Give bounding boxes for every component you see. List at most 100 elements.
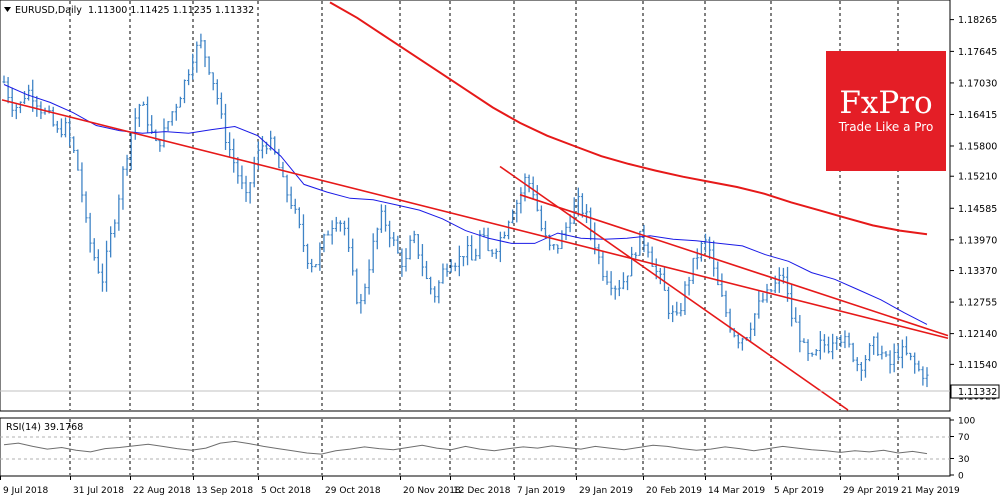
price-bar [445, 263, 449, 277]
moving-average-fast-line [3, 84, 928, 325]
price-bar [736, 332, 740, 349]
price-bar [605, 270, 609, 285]
price-bar [55, 120, 59, 133]
price-bar [896, 344, 900, 361]
price-tick-label: 1.17645 [958, 47, 997, 58]
price-bar [802, 338, 806, 344]
price-bar [539, 205, 543, 232]
date-tick-label: 29 Oct 2018 [325, 486, 381, 496]
price-bar [109, 226, 113, 258]
date-tick-label: 12 Dec 2018 [453, 486, 511, 496]
date-tick-label: 5 Oct 2018 [261, 486, 311, 496]
price-bar [219, 92, 224, 119]
price-bar [482, 227, 486, 238]
price-bar [904, 336, 909, 356]
price-bar [187, 69, 191, 86]
price-bar [117, 194, 121, 231]
price-bar [453, 262, 457, 272]
price-bar [785, 266, 790, 302]
price-bar [502, 231, 507, 239]
price-bar [609, 271, 613, 296]
price-bar [490, 249, 494, 257]
price-bar [810, 352, 814, 357]
price-bar [408, 235, 412, 260]
rsi-tick-label: 30 [958, 455, 970, 465]
price-bar [695, 248, 699, 270]
price-bar [6, 77, 10, 104]
price-bar [826, 336, 831, 354]
price-tick-label: 1.13370 [958, 266, 997, 277]
price-bar [412, 230, 416, 244]
price-bar [572, 197, 576, 225]
price-bar [535, 185, 539, 212]
price-bar [404, 248, 408, 272]
price-bar [424, 260, 429, 280]
date-tick-label: 20 Nov 2018 [403, 486, 461, 496]
price-bar [683, 281, 687, 315]
rsi-header: RSI(14) 39.1768 [6, 422, 83, 433]
price-bar [707, 236, 712, 260]
price-bar [470, 235, 474, 261]
price-bar [63, 117, 68, 138]
price-bar [351, 238, 355, 276]
price-bar [195, 41, 199, 73]
price-bar [543, 220, 548, 239]
price-bar [769, 289, 773, 293]
price-bar [527, 174, 531, 193]
price-bar [847, 332, 851, 348]
price-bar [392, 232, 396, 247]
price-bar [326, 230, 330, 236]
price-bar [880, 345, 884, 360]
price-bar [851, 342, 855, 363]
price-bar [137, 103, 141, 127]
price-bar [318, 242, 322, 271]
fxpro-logo-tagline: Trade Like a Pro [838, 120, 934, 134]
price-bar [630, 246, 634, 277]
date-tick-label: 21 May 2019 [901, 486, 960, 496]
price-bar [506, 220, 511, 240]
price-bar [625, 275, 630, 291]
price-bar [720, 273, 724, 297]
date-tick-label: 7 Jan 2019 [517, 486, 565, 496]
price-bar [207, 56, 211, 75]
price-bar [236, 157, 240, 184]
rsi-panel [0, 417, 951, 477]
price-bar [498, 231, 502, 263]
price-bar [892, 343, 896, 373]
symbol-label: EURUSD,Daily [15, 5, 82, 16]
price-bar [613, 285, 617, 300]
price-bar [441, 263, 445, 284]
price-bar [790, 283, 794, 327]
price-bar [437, 280, 441, 304]
price-bar [383, 204, 388, 232]
price-tick-label: 1.15210 [958, 172, 997, 183]
price-bar [515, 199, 519, 223]
price-bar [367, 259, 371, 295]
price-bar [104, 240, 109, 292]
price-panel [0, 0, 951, 412]
price-bar [831, 333, 835, 360]
price-bar [162, 118, 166, 148]
price-bar [474, 248, 478, 261]
price-bar [921, 366, 925, 386]
price-bar [363, 283, 367, 305]
price-bar [757, 290, 761, 319]
price-bar [158, 140, 162, 152]
price-bar [305, 243, 310, 269]
price-bar [429, 276, 433, 295]
price-bar [199, 33, 203, 49]
collapse-triangle-icon[interactable] [4, 7, 11, 12]
price-tick-label: 1.13970 [958, 235, 997, 246]
price-bar [576, 187, 580, 217]
price-bar [568, 214, 572, 233]
price-bar [174, 103, 178, 121]
trend-line [1, 99, 949, 340]
rsi-axis: 100 70 30 0 [950, 417, 975, 482]
rsi-tick-label: 100 [958, 417, 975, 427]
price-bar [433, 286, 437, 303]
price-bar [100, 263, 105, 292]
price-bar [601, 252, 605, 281]
fxpro-logo-background [826, 51, 946, 171]
price-tick-label: 1.17030 [958, 78, 997, 89]
price-bar [330, 220, 334, 245]
